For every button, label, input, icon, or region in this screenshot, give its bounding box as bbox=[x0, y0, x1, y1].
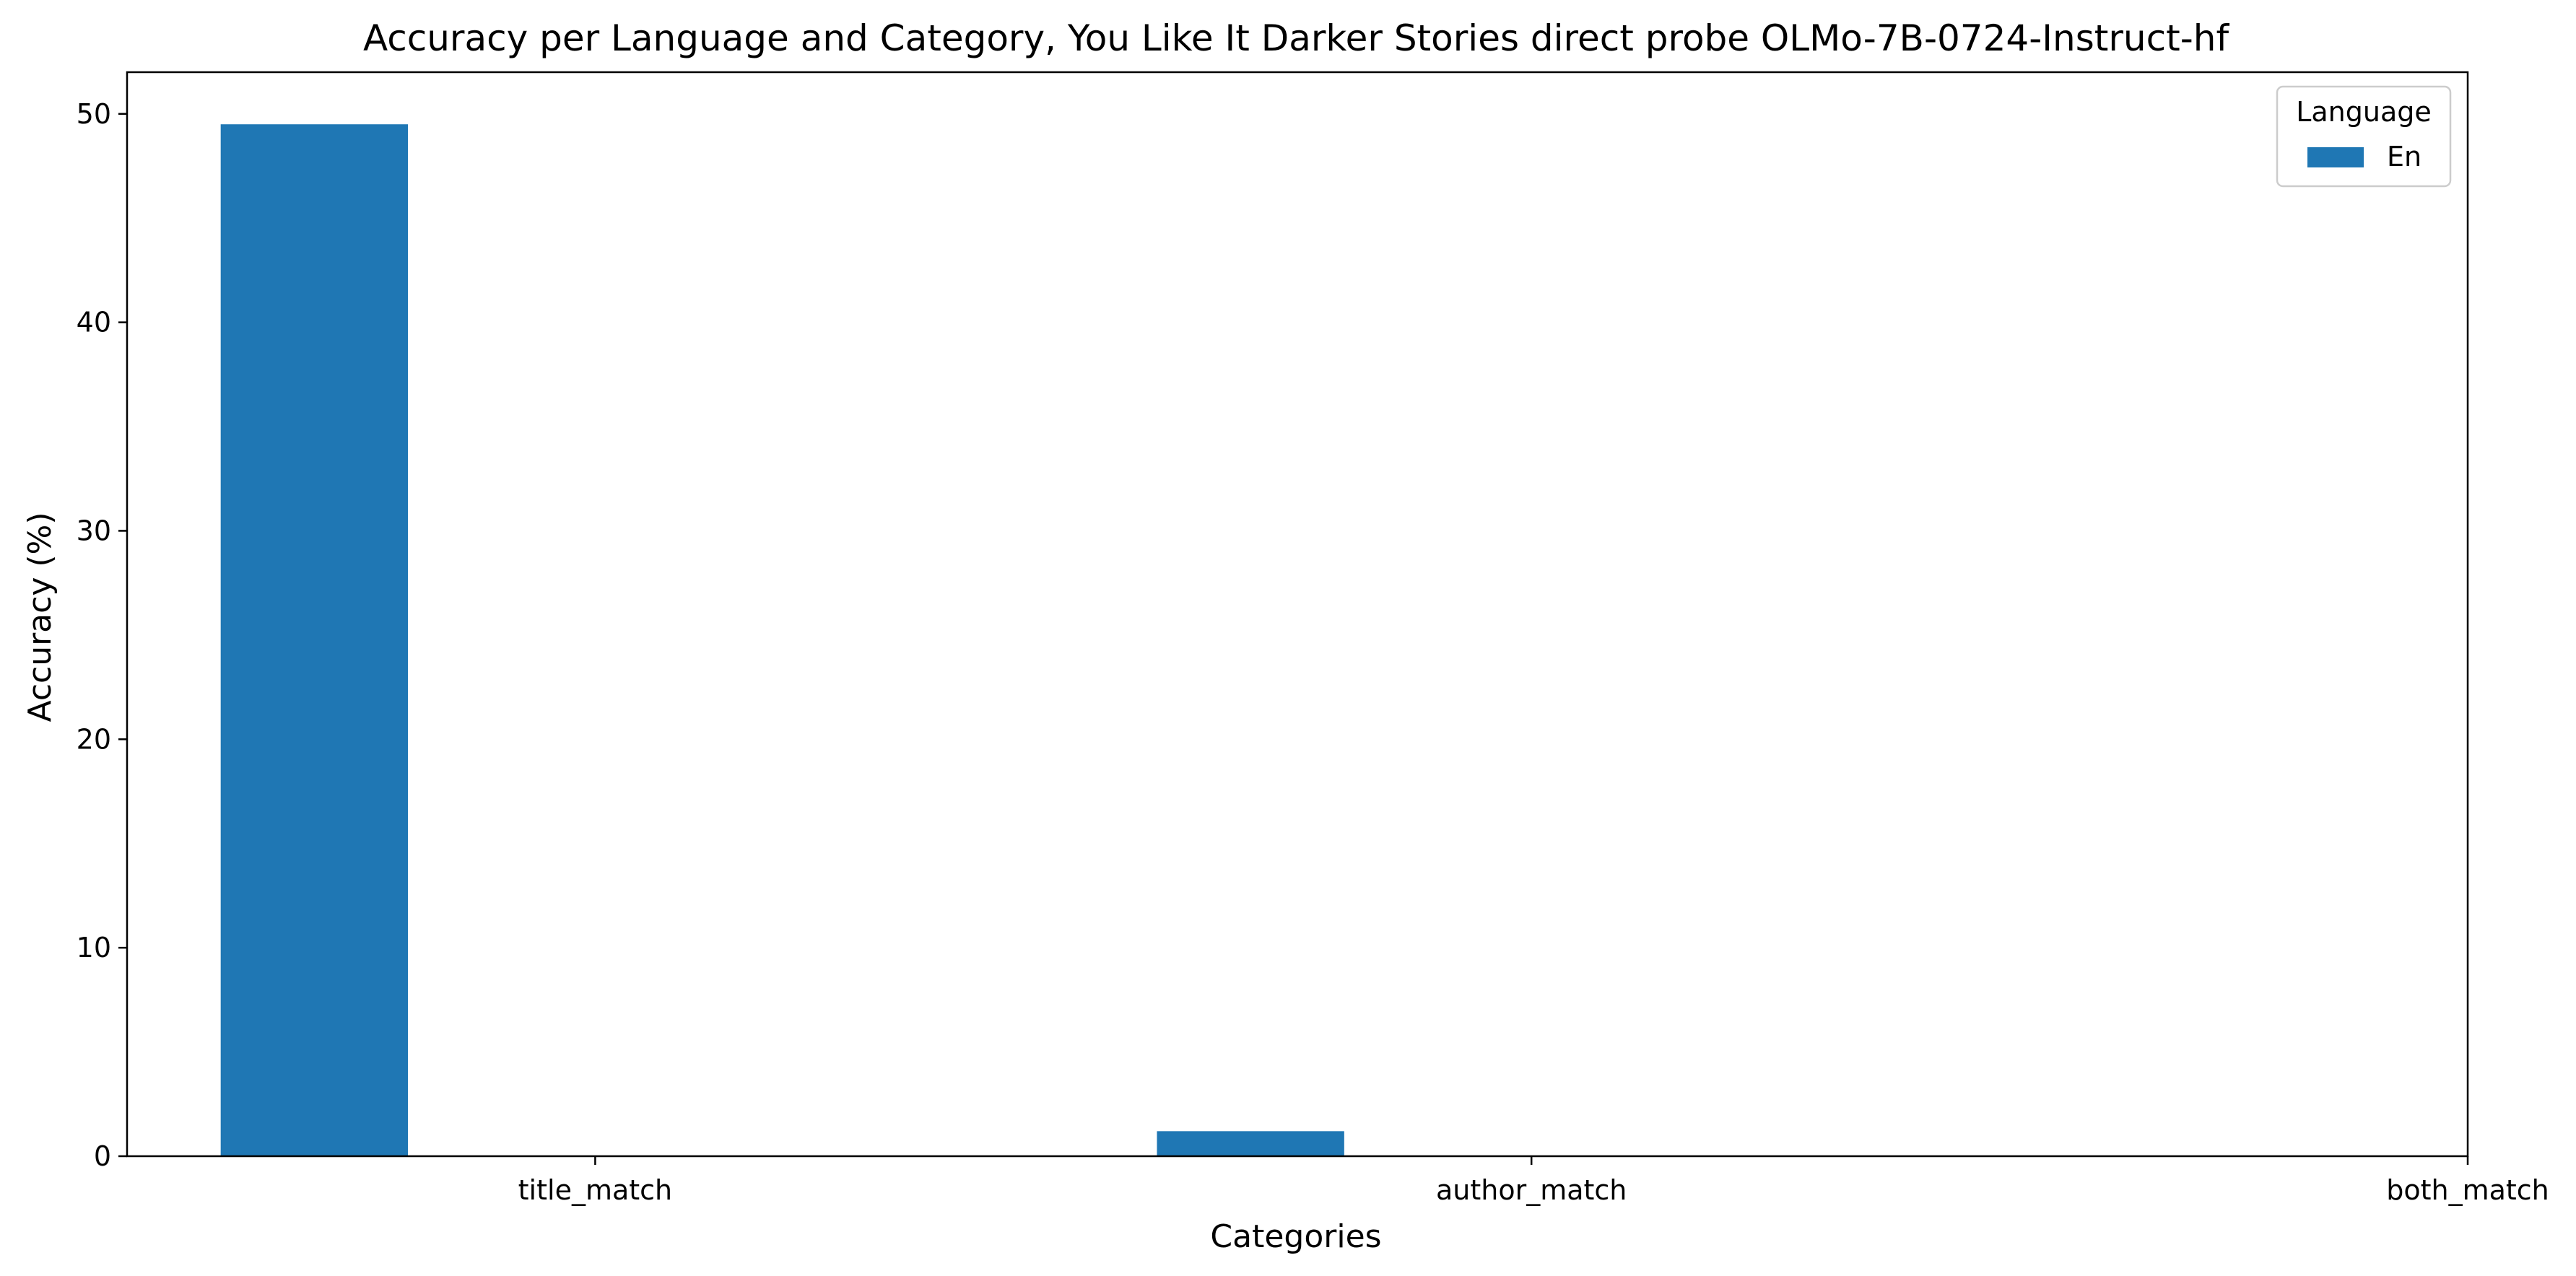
y-tick-label: 20 bbox=[77, 723, 111, 755]
x-tick-label-author_match: author_match bbox=[1436, 1174, 1627, 1206]
legend-swatch-en bbox=[2307, 147, 2364, 167]
chart-title: Accuracy per Language and Category, You … bbox=[363, 17, 2230, 59]
x-axis-label: Categories bbox=[1210, 1218, 1381, 1255]
legend: Language En bbox=[2276, 85, 2452, 188]
y-tick-label: 10 bbox=[77, 932, 111, 963]
bar-title_match-en bbox=[220, 124, 409, 1156]
plot-area: 0 10 20 30 40 50 title_match author_match both_m… bbox=[77, 71, 2549, 1206]
legend-title: Language bbox=[2296, 96, 2432, 128]
axes-frame bbox=[126, 71, 2469, 1158]
y-tick-label: 40 bbox=[77, 307, 111, 338]
y-tick-label: 50 bbox=[77, 98, 111, 130]
y-axis-label: Accuracy (%) bbox=[22, 512, 58, 722]
x-tick-label-title_match: title_match bbox=[518, 1174, 672, 1206]
y-tick-label: 30 bbox=[77, 515, 111, 546]
legend-label-en: En bbox=[2387, 141, 2421, 172]
bar-author_match-en bbox=[1157, 1131, 1344, 1156]
y-tick-label: 0 bbox=[94, 1140, 111, 1172]
x-tick-label-both_match: both_match bbox=[2386, 1174, 2549, 1206]
